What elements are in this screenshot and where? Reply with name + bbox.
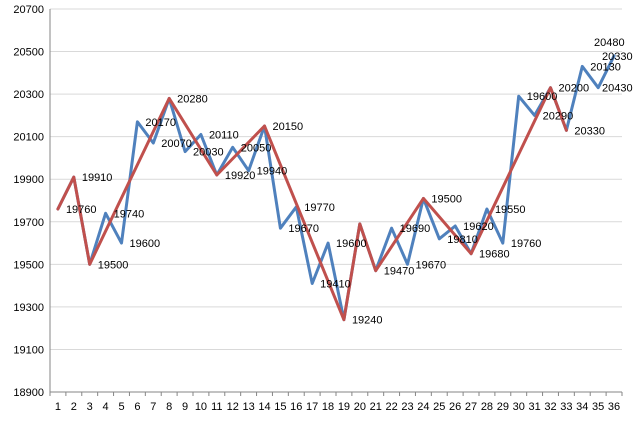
data-label: 19410	[320, 278, 351, 290]
x-tick-label: 18	[322, 401, 334, 413]
series-line-red	[56, 86, 568, 322]
series-lines	[56, 54, 616, 322]
x-tick-label: 15	[274, 401, 286, 413]
x-tick-label: 24	[417, 401, 429, 413]
data-label: 19920	[225, 170, 256, 182]
x-tick-label: 1	[55, 401, 61, 413]
x-tick-label: 21	[370, 401, 382, 413]
x-tick-label: 10	[195, 401, 207, 413]
data-label: 20130	[590, 61, 621, 73]
x-tick-label: 22	[385, 401, 397, 413]
x-tick-label: 19	[338, 401, 350, 413]
data-label: 19940	[257, 166, 288, 178]
x-tick-label: 20	[354, 401, 366, 413]
x-tick-label: 31	[528, 401, 540, 413]
data-label: 19690	[400, 223, 431, 235]
x-tick-label: 8	[166, 401, 172, 413]
x-tick-label: 25	[433, 401, 445, 413]
x-tick-label: 28	[481, 401, 493, 413]
data-label: 20330	[574, 125, 605, 137]
x-tick-label: 34	[576, 401, 588, 413]
data-label: 19500	[431, 193, 462, 205]
data-label: 20330	[602, 51, 633, 63]
data-label: 20150	[273, 121, 304, 133]
data-label: 19810	[447, 234, 478, 246]
data-label: 19760	[511, 238, 542, 250]
x-tick-label: 35	[592, 401, 604, 413]
data-label: 19500	[98, 259, 129, 271]
x-tick-label: 11	[211, 401, 222, 413]
data-label: 19600	[130, 238, 161, 250]
y-tick-label: 20100	[13, 132, 44, 144]
x-tick-label: 14	[258, 401, 270, 413]
data-label: 20110	[209, 130, 239, 142]
y-tick-label: 20700	[13, 4, 44, 16]
data-label: 19680	[479, 249, 510, 261]
x-tick-label: 3	[87, 401, 93, 413]
x-tick-label: 9	[182, 401, 188, 413]
data-label: 19600	[336, 238, 367, 250]
data-label: 19910	[82, 172, 113, 184]
x-tick-label: 7	[150, 401, 156, 413]
data-label: 19550	[495, 204, 526, 216]
x-tick-label: 16	[290, 401, 302, 413]
x-tick-label: 30	[513, 401, 525, 413]
y-tick-label: 19500	[13, 259, 44, 271]
data-label: 20030	[193, 147, 224, 159]
x-axis: 1 2 3 4 5 6 7 8 9 10 11 12 13 14 15 16 17 18 19 20 21 22 23 24 2…	[49, 391, 623, 413]
y-axis: 18900 19100 19300 19500 19700 19900 20100 20300…	[13, 4, 51, 399]
data-label: 20170	[145, 117, 176, 129]
data-label: 20480	[594, 37, 625, 49]
gridlines	[50, 8, 622, 393]
data-label: 19670	[416, 259, 447, 271]
y-tick-label: 19900	[13, 174, 44, 186]
y-tick-label: 20500	[13, 47, 44, 59]
data-label: 19740	[114, 208, 145, 220]
data-label: 20070	[161, 138, 192, 150]
x-tick-label: 33	[560, 401, 572, 413]
data-label: 20050	[241, 142, 272, 154]
x-tick-label: 29	[497, 401, 509, 413]
x-tick-label: 12	[227, 401, 239, 413]
x-tick-label: 26	[449, 401, 461, 413]
x-tick-label: 6	[134, 401, 140, 413]
data-label: 19240	[352, 315, 383, 327]
x-tick-label: 13	[242, 401, 254, 413]
x-tick-label: 5	[118, 401, 124, 413]
y-tick-label: 18900	[13, 387, 44, 399]
x-tick-label: 17	[306, 401, 318, 413]
y-tick-label: 19300	[13, 302, 44, 314]
x-tick-label: 4	[103, 401, 109, 413]
data-label: 20430	[602, 83, 633, 95]
y-tick-label: 20300	[13, 89, 44, 101]
data-label: 19670	[288, 223, 319, 235]
x-tick-label: 27	[465, 401, 477, 413]
data-label: 19760	[66, 204, 97, 216]
data-label: 20280	[177, 93, 208, 105]
x-tick-label: 32	[544, 401, 556, 413]
x-tick-label: 36	[608, 401, 620, 413]
data-label: 20200	[559, 83, 590, 95]
data-label: 19620	[463, 221, 494, 233]
y-tick-label: 19700	[13, 217, 44, 229]
data-label: 20290	[543, 110, 574, 122]
data-label: 19600	[527, 91, 558, 103]
data-label: 19470	[384, 266, 415, 278]
y-tick-label: 19100	[13, 344, 44, 356]
data-labels: 19760 19910 19500 19740 19600 20170 20070 20280…	[66, 37, 633, 327]
x-tick-label: 2	[71, 401, 77, 413]
x-tick-label: 23	[401, 401, 413, 413]
data-label: 19770	[304, 202, 335, 214]
